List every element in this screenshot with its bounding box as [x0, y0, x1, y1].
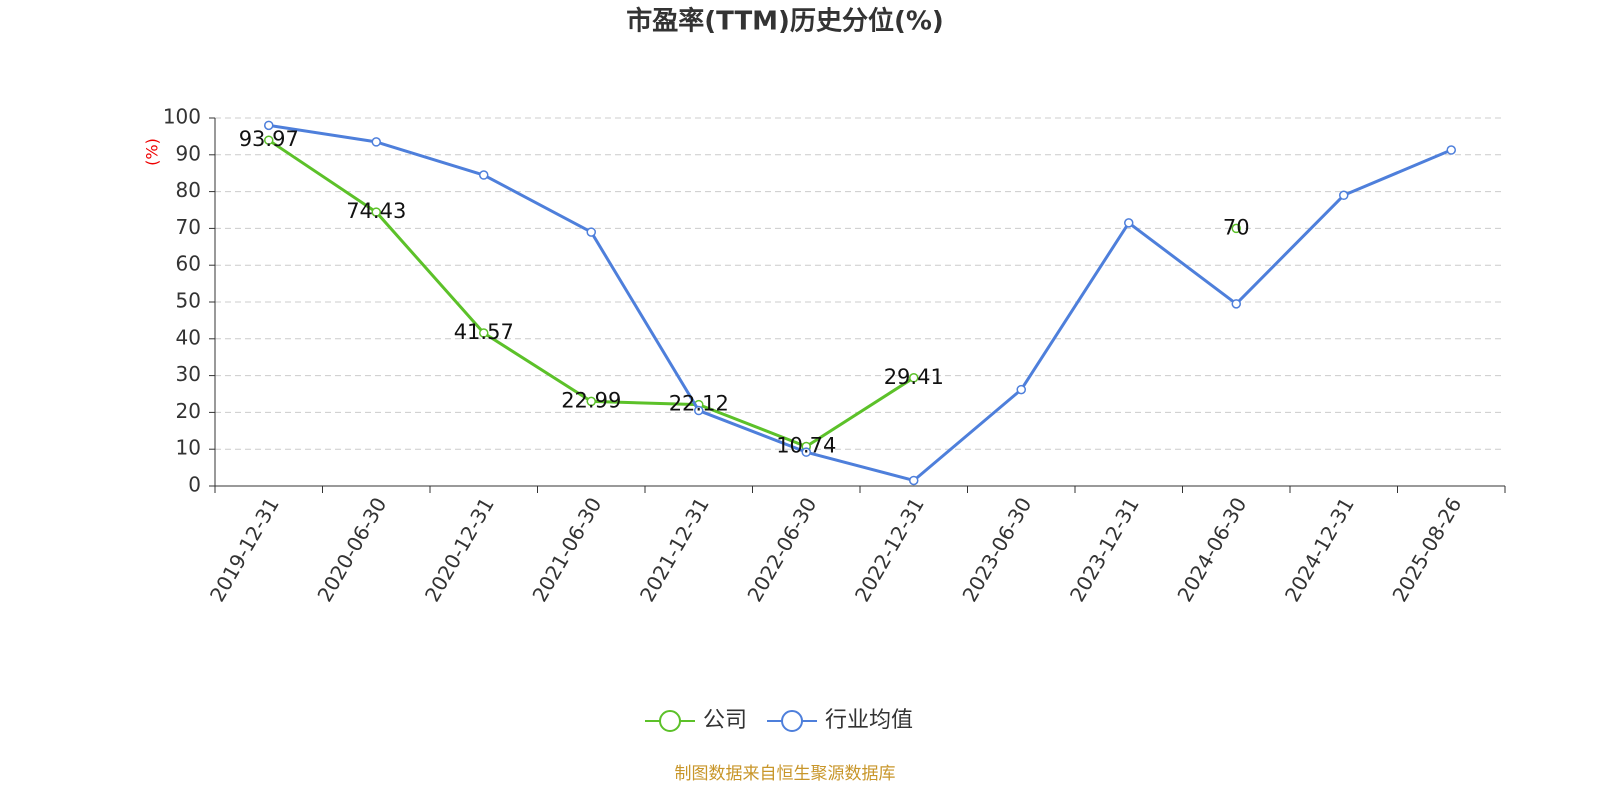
data-point [479, 328, 489, 338]
x-tick-label: 2022-06-30 [742, 493, 821, 606]
x-tick-label: 2025-08-26 [1387, 493, 1466, 606]
data-label: 29.41 [884, 365, 944, 389]
x-tick-label: 2019-12-31 [205, 493, 284, 606]
data-label: 93.97 [239, 127, 299, 151]
y-tick-label: 50 [176, 289, 201, 313]
series-line [269, 140, 1237, 446]
data-point [1016, 384, 1026, 395]
x-tick-label: 2023-12-31 [1065, 493, 1144, 606]
y-tick-label: 40 [176, 325, 201, 349]
x-tick-label: 2020-06-30 [312, 493, 391, 606]
legend-symbol [659, 710, 681, 732]
data-label: 70 [1223, 215, 1250, 239]
x-tick-label: 2021-06-30 [527, 493, 606, 606]
data-point [264, 135, 274, 145]
data-point [801, 447, 811, 457]
y-tick-label: 90 [176, 141, 201, 165]
data-point [1446, 145, 1456, 155]
legend-label: 公司 [703, 708, 747, 733]
x-tick-label: 2023-06-30 [957, 493, 1036, 606]
data-point [1339, 190, 1349, 201]
y-tick-label: 20 [176, 399, 201, 423]
data-point [371, 207, 381, 217]
data-label: 22.99 [561, 388, 621, 412]
data-label: 74.43 [346, 199, 406, 223]
x-tick-label: 2021-12-31 [635, 493, 714, 606]
y-tick-label: 70 [176, 215, 201, 239]
legend-label: 行业均值 [825, 708, 913, 733]
y-tick-label: 0 [188, 473, 201, 497]
data-label: 41.57 [454, 320, 514, 344]
data-point [694, 405, 704, 416]
y-axis-label: (%) [143, 138, 162, 166]
chart-title: 市盈率(TTM)历史分位(%) [626, 6, 944, 37]
data-point [1231, 223, 1241, 234]
data-point [586, 227, 596, 237]
y-tick-label: 10 [176, 436, 201, 460]
data-point [909, 373, 919, 383]
x-tick-label: 2024-06-30 [1172, 493, 1251, 606]
y-tick-label: 60 [176, 252, 201, 276]
y-tick-label: 80 [176, 178, 201, 202]
legend-symbol [781, 710, 804, 732]
data-point [479, 170, 489, 180]
x-tick-label: 2022-12-31 [850, 493, 929, 606]
data-point [264, 120, 274, 131]
data-point [371, 137, 381, 147]
x-tick-label: 2020-12-31 [420, 493, 499, 606]
data-point [909, 475, 919, 486]
data-point [586, 396, 596, 407]
x-tick-label: 2024-12-31 [1280, 493, 1359, 606]
data-label: 10.74 [776, 433, 836, 457]
data-label: 22.12 [669, 392, 729, 416]
data-point [1231, 299, 1241, 309]
data-point [1124, 218, 1134, 228]
source-note: 制图数据来自恒生聚源数据库 [675, 764, 896, 784]
series-line [268, 123, 1452, 482]
y-tick-label: 100 [163, 105, 201, 129]
y-tick-label: 30 [176, 362, 201, 386]
